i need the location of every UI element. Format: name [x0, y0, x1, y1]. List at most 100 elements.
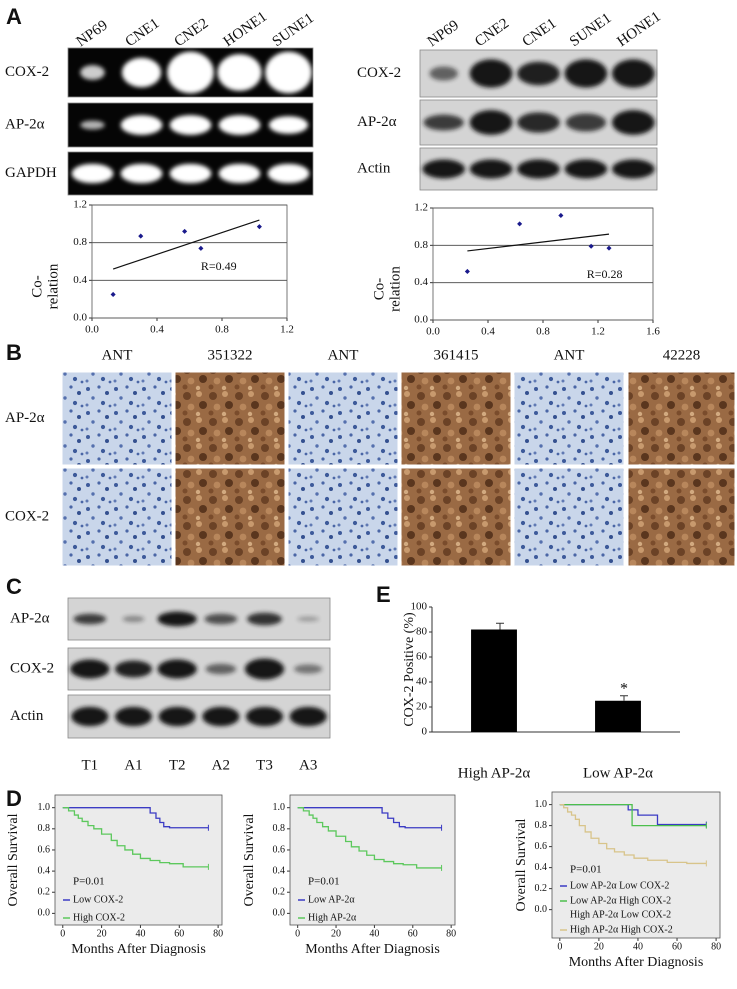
y-tick-label: 1.2 — [73, 199, 87, 211]
blot-band — [205, 663, 237, 675]
blot-band — [268, 116, 309, 134]
lane-label: T1 — [81, 757, 98, 773]
row-label: COX-2 — [5, 508, 49, 524]
blot-band — [167, 51, 214, 94]
y-axis-label: COX-2 Positive (%) — [402, 612, 417, 727]
y-tick-label: 1.0 — [535, 799, 548, 810]
y-tick-label: 0.4 — [414, 276, 428, 288]
y-tick-label: 0.0 — [535, 904, 548, 915]
plot-background — [290, 795, 455, 925]
blot-band — [114, 660, 153, 678]
y-tick-label: 0.4 — [273, 865, 286, 876]
blot-strip — [67, 647, 331, 691]
y-tick-label: 0.8 — [414, 239, 428, 251]
point — [558, 212, 564, 219]
blot-band — [218, 163, 261, 184]
blot-band — [80, 120, 105, 130]
lane-label: A2 — [212, 757, 230, 773]
blot-row-label: COX-2 — [10, 660, 54, 676]
ihc-image — [513, 467, 625, 567]
y-tick-label: 0.0 — [73, 312, 87, 324]
x-tick-label: 20 — [594, 941, 604, 952]
blot-row-label: AP-2α — [357, 114, 397, 130]
blot-band — [80, 65, 105, 80]
blot-band — [169, 163, 212, 184]
blot-band — [73, 613, 107, 625]
x-tick-label: 80 — [711, 941, 721, 952]
y-axis-label: relation — [45, 263, 61, 309]
lane-label: T3 — [256, 757, 273, 773]
legend-label: High AP-2α — [308, 912, 357, 923]
column-label: ANT — [328, 347, 359, 363]
blot-band — [293, 664, 323, 674]
survival-curve — [297, 807, 442, 869]
x-axis-label: Months After Diagnosis — [569, 955, 704, 970]
x-tick-label: 0.8 — [536, 326, 550, 338]
blot-band — [122, 615, 145, 623]
panel-label: B — [6, 340, 22, 365]
plot-frame — [432, 207, 654, 321]
x-tick-label: 0.8 — [215, 324, 229, 336]
y-tick-label: 20 — [416, 701, 428, 713]
y-tick-label: 0.0 — [273, 908, 286, 919]
blot-row-label: Actin — [357, 160, 391, 176]
blot-band — [202, 706, 240, 727]
annotation: * — [620, 680, 628, 697]
plot-frame — [551, 791, 721, 939]
blot-band — [70, 659, 110, 679]
y-axis-label: Overall Survival — [514, 818, 529, 911]
ihc-image — [400, 371, 512, 466]
point — [110, 291, 116, 298]
trend-line — [467, 233, 610, 252]
blot-band — [158, 706, 196, 727]
blot-band — [564, 59, 608, 88]
blot-band — [120, 163, 163, 184]
panel-label: E — [376, 582, 391, 607]
blot-band — [114, 706, 153, 727]
blot-band — [422, 159, 466, 179]
x-tick-label: 20 — [97, 928, 107, 939]
blot-band — [247, 612, 282, 626]
trend-line — [112, 219, 260, 270]
ihc-image — [400, 467, 512, 567]
y-tick-label: 100 — [411, 601, 428, 613]
blot-band — [429, 66, 458, 81]
y-tick-label: 0.2 — [38, 887, 51, 898]
x-tick-label: 0 — [60, 928, 65, 939]
category-label: High AP-2α — [458, 765, 531, 781]
ihc-image — [513, 371, 625, 466]
x-axis-label: Months After Diagnosis — [305, 942, 440, 957]
annotation: P=0.01 — [570, 864, 602, 876]
blot-row-label: AP-2α — [10, 610, 50, 626]
y-tick-label: 0.4 — [535, 862, 548, 873]
y-axis-label: relation — [387, 266, 403, 312]
x-tick-label: 0 — [295, 928, 300, 939]
point — [198, 245, 204, 251]
x-tick-label: 80 — [213, 928, 223, 939]
blot-strip — [67, 694, 331, 739]
y-tick-label: 0.8 — [273, 823, 286, 834]
blot-band — [565, 113, 607, 132]
blot-band — [204, 613, 238, 625]
y-tick-label: 1.2 — [414, 202, 428, 214]
y-tick-label: 0.0 — [414, 314, 428, 326]
bar — [595, 700, 641, 732]
plot-frame — [54, 794, 223, 926]
y-axis-label: Co- — [371, 278, 387, 301]
legend-label: High AP-2α High COX-2 — [570, 924, 673, 935]
blot-band — [611, 59, 655, 88]
ihc-image — [627, 467, 736, 567]
x-tick-label: 60 — [672, 941, 682, 952]
x-tick-label: 1.6 — [646, 326, 660, 338]
y-axis-label: Overall Survival — [242, 813, 257, 906]
point — [256, 224, 262, 230]
blot-band — [469, 110, 513, 135]
y-tick-label: 0.8 — [535, 820, 548, 831]
column-label: 351322 — [208, 347, 253, 363]
point — [138, 233, 144, 239]
panel-label: D — [6, 786, 22, 811]
y-tick-label: 1.0 — [273, 802, 286, 813]
panel-label: C — [6, 574, 22, 599]
x-tick-label: 0 — [557, 941, 562, 952]
lane-label: T2 — [169, 757, 186, 773]
